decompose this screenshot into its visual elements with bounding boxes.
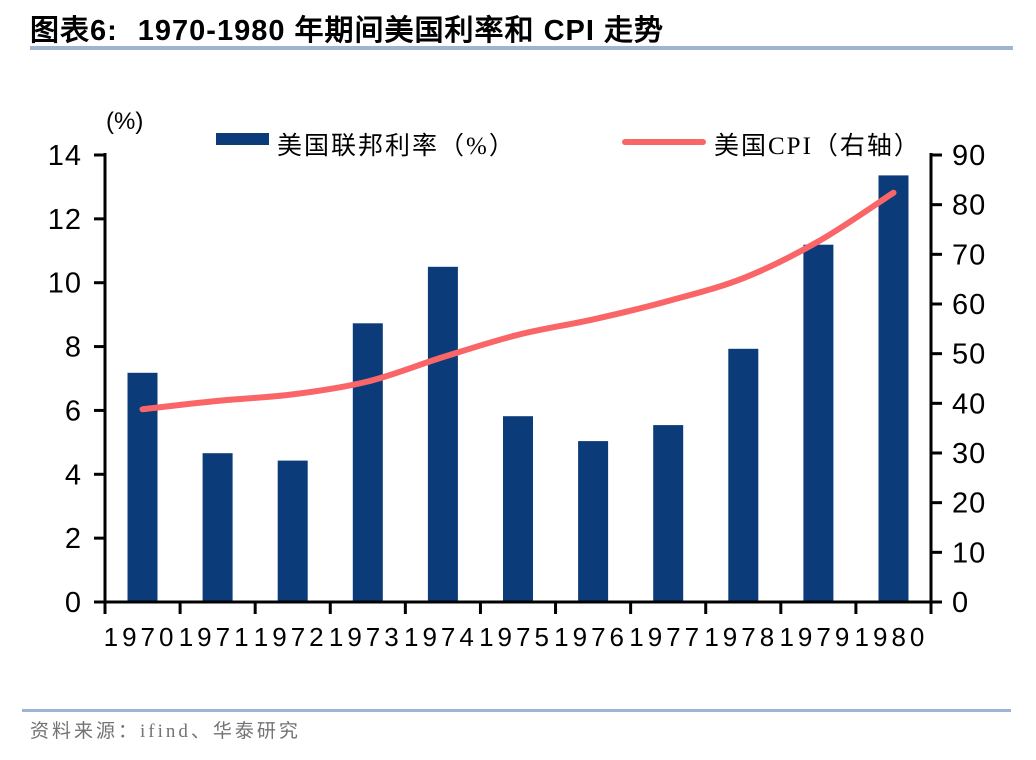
source-text: 资料来源：ifind、华泰研究 xyxy=(30,721,301,742)
x-axis-label-1976: 1976 xyxy=(554,622,628,652)
x-axis-label-1979: 1979 xyxy=(779,622,853,652)
left-axis-tick-8: 8 xyxy=(65,332,82,364)
x-axis-label-1972: 1972 xyxy=(254,622,328,652)
x-axis-label-1975: 1975 xyxy=(479,622,553,652)
bar-1976 xyxy=(578,441,609,602)
left-axis-tick-0: 0 xyxy=(65,587,82,619)
footer-divider-rule xyxy=(22,709,1011,712)
right-axis-tick-50: 50 xyxy=(952,339,986,371)
left-axis-tick-14: 14 xyxy=(48,140,82,172)
left-axis-tick-6: 6 xyxy=(65,395,82,427)
bar-1973 xyxy=(352,323,383,602)
page-title: 图表6: 1970-1980 年期间美国利率和 CPI 走势 xyxy=(30,7,664,49)
left-axis-unit-label: (%) xyxy=(106,108,144,135)
x-axis-label-1980: 1980 xyxy=(855,622,929,652)
cpi-line xyxy=(139,189,897,413)
bar-1979 xyxy=(803,244,834,602)
right-axis-tick-20: 20 xyxy=(952,488,986,520)
bar-1975 xyxy=(503,416,533,602)
bar-1972 xyxy=(277,460,308,602)
right-axis-tick-70: 70 xyxy=(952,239,986,271)
title-underline-rule xyxy=(30,46,1013,50)
left-axis-tick-4: 4 xyxy=(65,459,82,491)
x-axis-label-1978: 1978 xyxy=(704,622,778,652)
right-axis-tick-80: 80 xyxy=(952,190,986,222)
x-axis-label-1973: 1973 xyxy=(329,622,403,652)
right-axis-tick-0: 0 xyxy=(952,587,969,619)
right-axis-tick-30: 30 xyxy=(952,438,986,470)
right-axis-tick-90: 90 xyxy=(952,140,986,172)
figure-title-text: 1970-1980 年期间美国利率和 CPI 走势 xyxy=(137,15,664,47)
right-axis-tick-10: 10 xyxy=(952,537,986,569)
bar-1971 xyxy=(202,453,233,602)
x-axis-label-1977: 1977 xyxy=(629,622,703,652)
bar-1980 xyxy=(878,175,909,602)
bar-1974 xyxy=(427,266,458,603)
legend-label-fed-rate: 美国联邦利率（%） xyxy=(277,133,516,160)
bar-1978 xyxy=(728,348,759,602)
figure-number: 图表6: xyxy=(30,15,118,47)
right-axis-tick-40: 40 xyxy=(952,388,986,420)
x-axis-label-1974: 1974 xyxy=(404,622,478,652)
legend-line-swatch xyxy=(622,139,706,145)
legend-bar-swatch xyxy=(216,133,269,145)
left-axis-tick-10: 10 xyxy=(48,268,82,300)
left-axis-tick-2: 2 xyxy=(65,523,82,555)
bar-1977 xyxy=(653,425,684,602)
legend-label-cpi: 美国CPI（右轴） xyxy=(714,133,921,160)
right-axis-tick-60: 60 xyxy=(952,289,986,321)
x-axis-label-1971: 1971 xyxy=(179,622,253,652)
x-axis-label-1970: 1970 xyxy=(104,622,178,652)
left-axis-tick-12: 12 xyxy=(48,204,82,236)
